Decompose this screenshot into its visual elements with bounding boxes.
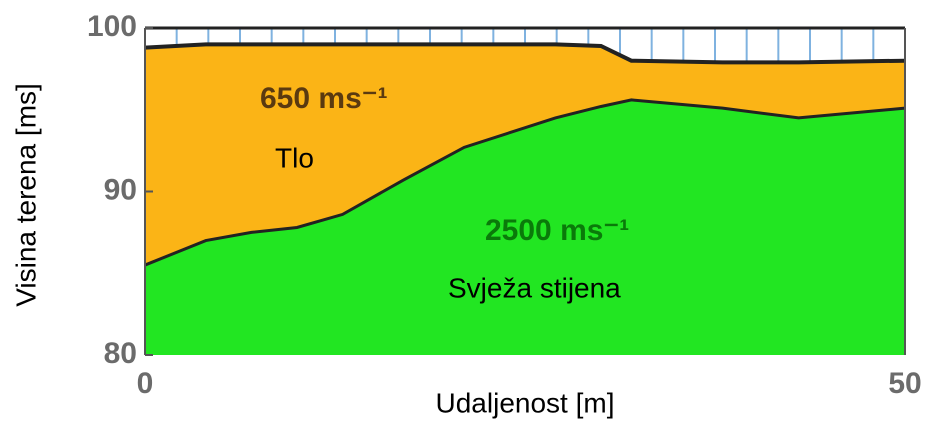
layer-rock xyxy=(145,99,905,355)
interface-line xyxy=(144,98,906,267)
surface-line xyxy=(144,42,906,65)
annotation: 2500 ms⁻¹ xyxy=(485,214,629,247)
layer-soil xyxy=(145,44,905,266)
y-tick-label: 100 xyxy=(87,10,137,43)
annotation: Tlo xyxy=(275,142,314,173)
x-tick-label: 50 xyxy=(888,367,921,400)
annotation: 650 ms⁻¹ xyxy=(260,82,388,115)
x-tick-label: 0 xyxy=(137,367,154,400)
y-tick-label: 90 xyxy=(104,173,137,206)
y-axis-label: Visina terena [ms] xyxy=(10,83,41,307)
y-tick-label: 80 xyxy=(104,337,137,370)
annotation: Svježa stijena xyxy=(448,272,621,303)
x-axis-label: Udaljenost [m] xyxy=(436,387,615,418)
plot-area xyxy=(144,26,906,355)
